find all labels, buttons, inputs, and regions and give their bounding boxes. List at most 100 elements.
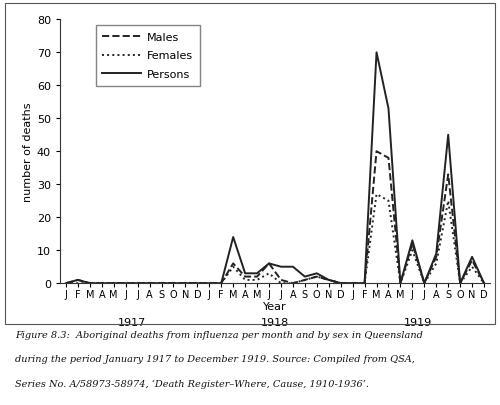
- Persons: [218, 281, 224, 286]
- Persons: [469, 255, 475, 260]
- Males: [182, 281, 188, 286]
- Persons: [242, 271, 248, 276]
- Y-axis label: number of deaths: number of deaths: [22, 102, 32, 202]
- Persons: [314, 271, 320, 276]
- Persons: [99, 281, 105, 286]
- Line: Males: Males: [66, 152, 484, 284]
- Males: [290, 281, 296, 286]
- Males: [350, 281, 356, 286]
- Females: [445, 199, 451, 204]
- Females: [111, 281, 117, 286]
- Males: [75, 278, 81, 283]
- Persons: [302, 275, 308, 279]
- Persons: [290, 264, 296, 269]
- Males: [314, 275, 320, 279]
- Females: [194, 281, 200, 286]
- Persons: [182, 281, 188, 286]
- Males: [63, 281, 69, 286]
- Males: [230, 261, 236, 266]
- Persons: [122, 281, 128, 286]
- Males: [170, 281, 176, 286]
- Persons: [158, 281, 164, 286]
- Females: [278, 281, 284, 286]
- Persons: [457, 281, 463, 286]
- Line: Persons: Persons: [66, 53, 484, 284]
- Males: [122, 281, 128, 286]
- Females: [170, 281, 176, 286]
- Text: Year: Year: [263, 301, 287, 311]
- Males: [398, 281, 404, 286]
- Persons: [194, 281, 200, 286]
- Text: 1918: 1918: [261, 317, 289, 327]
- Persons: [254, 271, 260, 276]
- Females: [302, 278, 308, 283]
- Persons: [326, 278, 332, 283]
- Females: [134, 281, 140, 286]
- Females: [386, 199, 392, 204]
- Males: [374, 149, 380, 154]
- Persons: [410, 238, 416, 243]
- Males: [362, 281, 368, 286]
- Text: Series No. A/58973-58974, ‘Death Register–Where, Cause, 1910-1936’.: Series No. A/58973-58974, ‘Death Registe…: [15, 379, 369, 388]
- Females: [266, 271, 272, 276]
- Females: [457, 281, 463, 286]
- Persons: [134, 281, 140, 286]
- Persons: [338, 281, 344, 286]
- Males: [242, 275, 248, 279]
- Text: during the period January 1917 to December 1919. Source: Compiled from QSA,: during the period January 1917 to Decemb…: [15, 354, 415, 363]
- Persons: [422, 281, 428, 286]
- Males: [87, 281, 93, 286]
- Males: [278, 278, 284, 283]
- Males: [266, 261, 272, 266]
- Males: [218, 281, 224, 286]
- Persons: [278, 264, 284, 269]
- Persons: [87, 281, 93, 286]
- Males: [254, 275, 260, 279]
- Females: [290, 281, 296, 286]
- Persons: [386, 107, 392, 111]
- Persons: [433, 252, 440, 256]
- Males: [326, 278, 332, 283]
- Line: Females: Females: [66, 195, 484, 284]
- Females: [326, 278, 332, 283]
- Females: [75, 281, 81, 286]
- Persons: [111, 281, 117, 286]
- Females: [362, 281, 368, 286]
- Persons: [398, 281, 404, 286]
- Males: [338, 281, 344, 286]
- Males: [206, 281, 212, 286]
- Persons: [146, 281, 152, 286]
- Persons: [266, 261, 272, 266]
- Females: [350, 281, 356, 286]
- Females: [374, 192, 380, 197]
- Males: [302, 278, 308, 283]
- Persons: [350, 281, 356, 286]
- Females: [158, 281, 164, 286]
- Persons: [481, 281, 487, 286]
- Persons: [170, 281, 176, 286]
- Persons: [206, 281, 212, 286]
- Females: [122, 281, 128, 286]
- Females: [87, 281, 93, 286]
- Males: [469, 258, 475, 263]
- Persons: [374, 51, 380, 55]
- Females: [314, 275, 320, 279]
- Females: [410, 248, 416, 253]
- Females: [398, 281, 404, 286]
- Text: 1917: 1917: [118, 317, 146, 327]
- Females: [206, 281, 212, 286]
- Females: [254, 278, 260, 283]
- Males: [386, 156, 392, 161]
- Females: [338, 281, 344, 286]
- Text: 1919: 1919: [404, 317, 432, 327]
- Females: [230, 264, 236, 269]
- Females: [481, 281, 487, 286]
- Males: [158, 281, 164, 286]
- Males: [422, 281, 428, 286]
- Persons: [75, 278, 81, 283]
- Females: [433, 261, 440, 266]
- Persons: [63, 281, 69, 286]
- Males: [194, 281, 200, 286]
- Females: [242, 278, 248, 283]
- Females: [422, 281, 428, 286]
